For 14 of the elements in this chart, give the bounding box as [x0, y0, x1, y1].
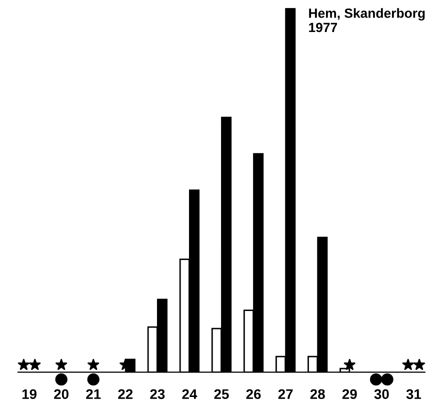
x-tick-label: 21 — [86, 389, 101, 399]
x-tick-label: 25 — [214, 389, 229, 400]
x-tick-label: 23 — [150, 389, 165, 400]
x-tick-label: 26 — [246, 389, 261, 400]
x-tick-label: 28 — [310, 389, 325, 400]
x-tick-label: 31 — [406, 389, 422, 400]
x-tick-label: 24 — [182, 389, 198, 399]
x-tick-label: 30 — [374, 389, 389, 400]
x-tick-label: 29 — [342, 389, 357, 400]
x-tick-label: 27 — [278, 389, 293, 399]
x-tick-label: 20 — [54, 389, 68, 400]
x-tick-label: 19 — [22, 389, 37, 400]
chart-title: Hem, Skanderborg 1977 — [309, 8, 425, 32]
x-tick-label: 22 — [118, 389, 133, 399]
